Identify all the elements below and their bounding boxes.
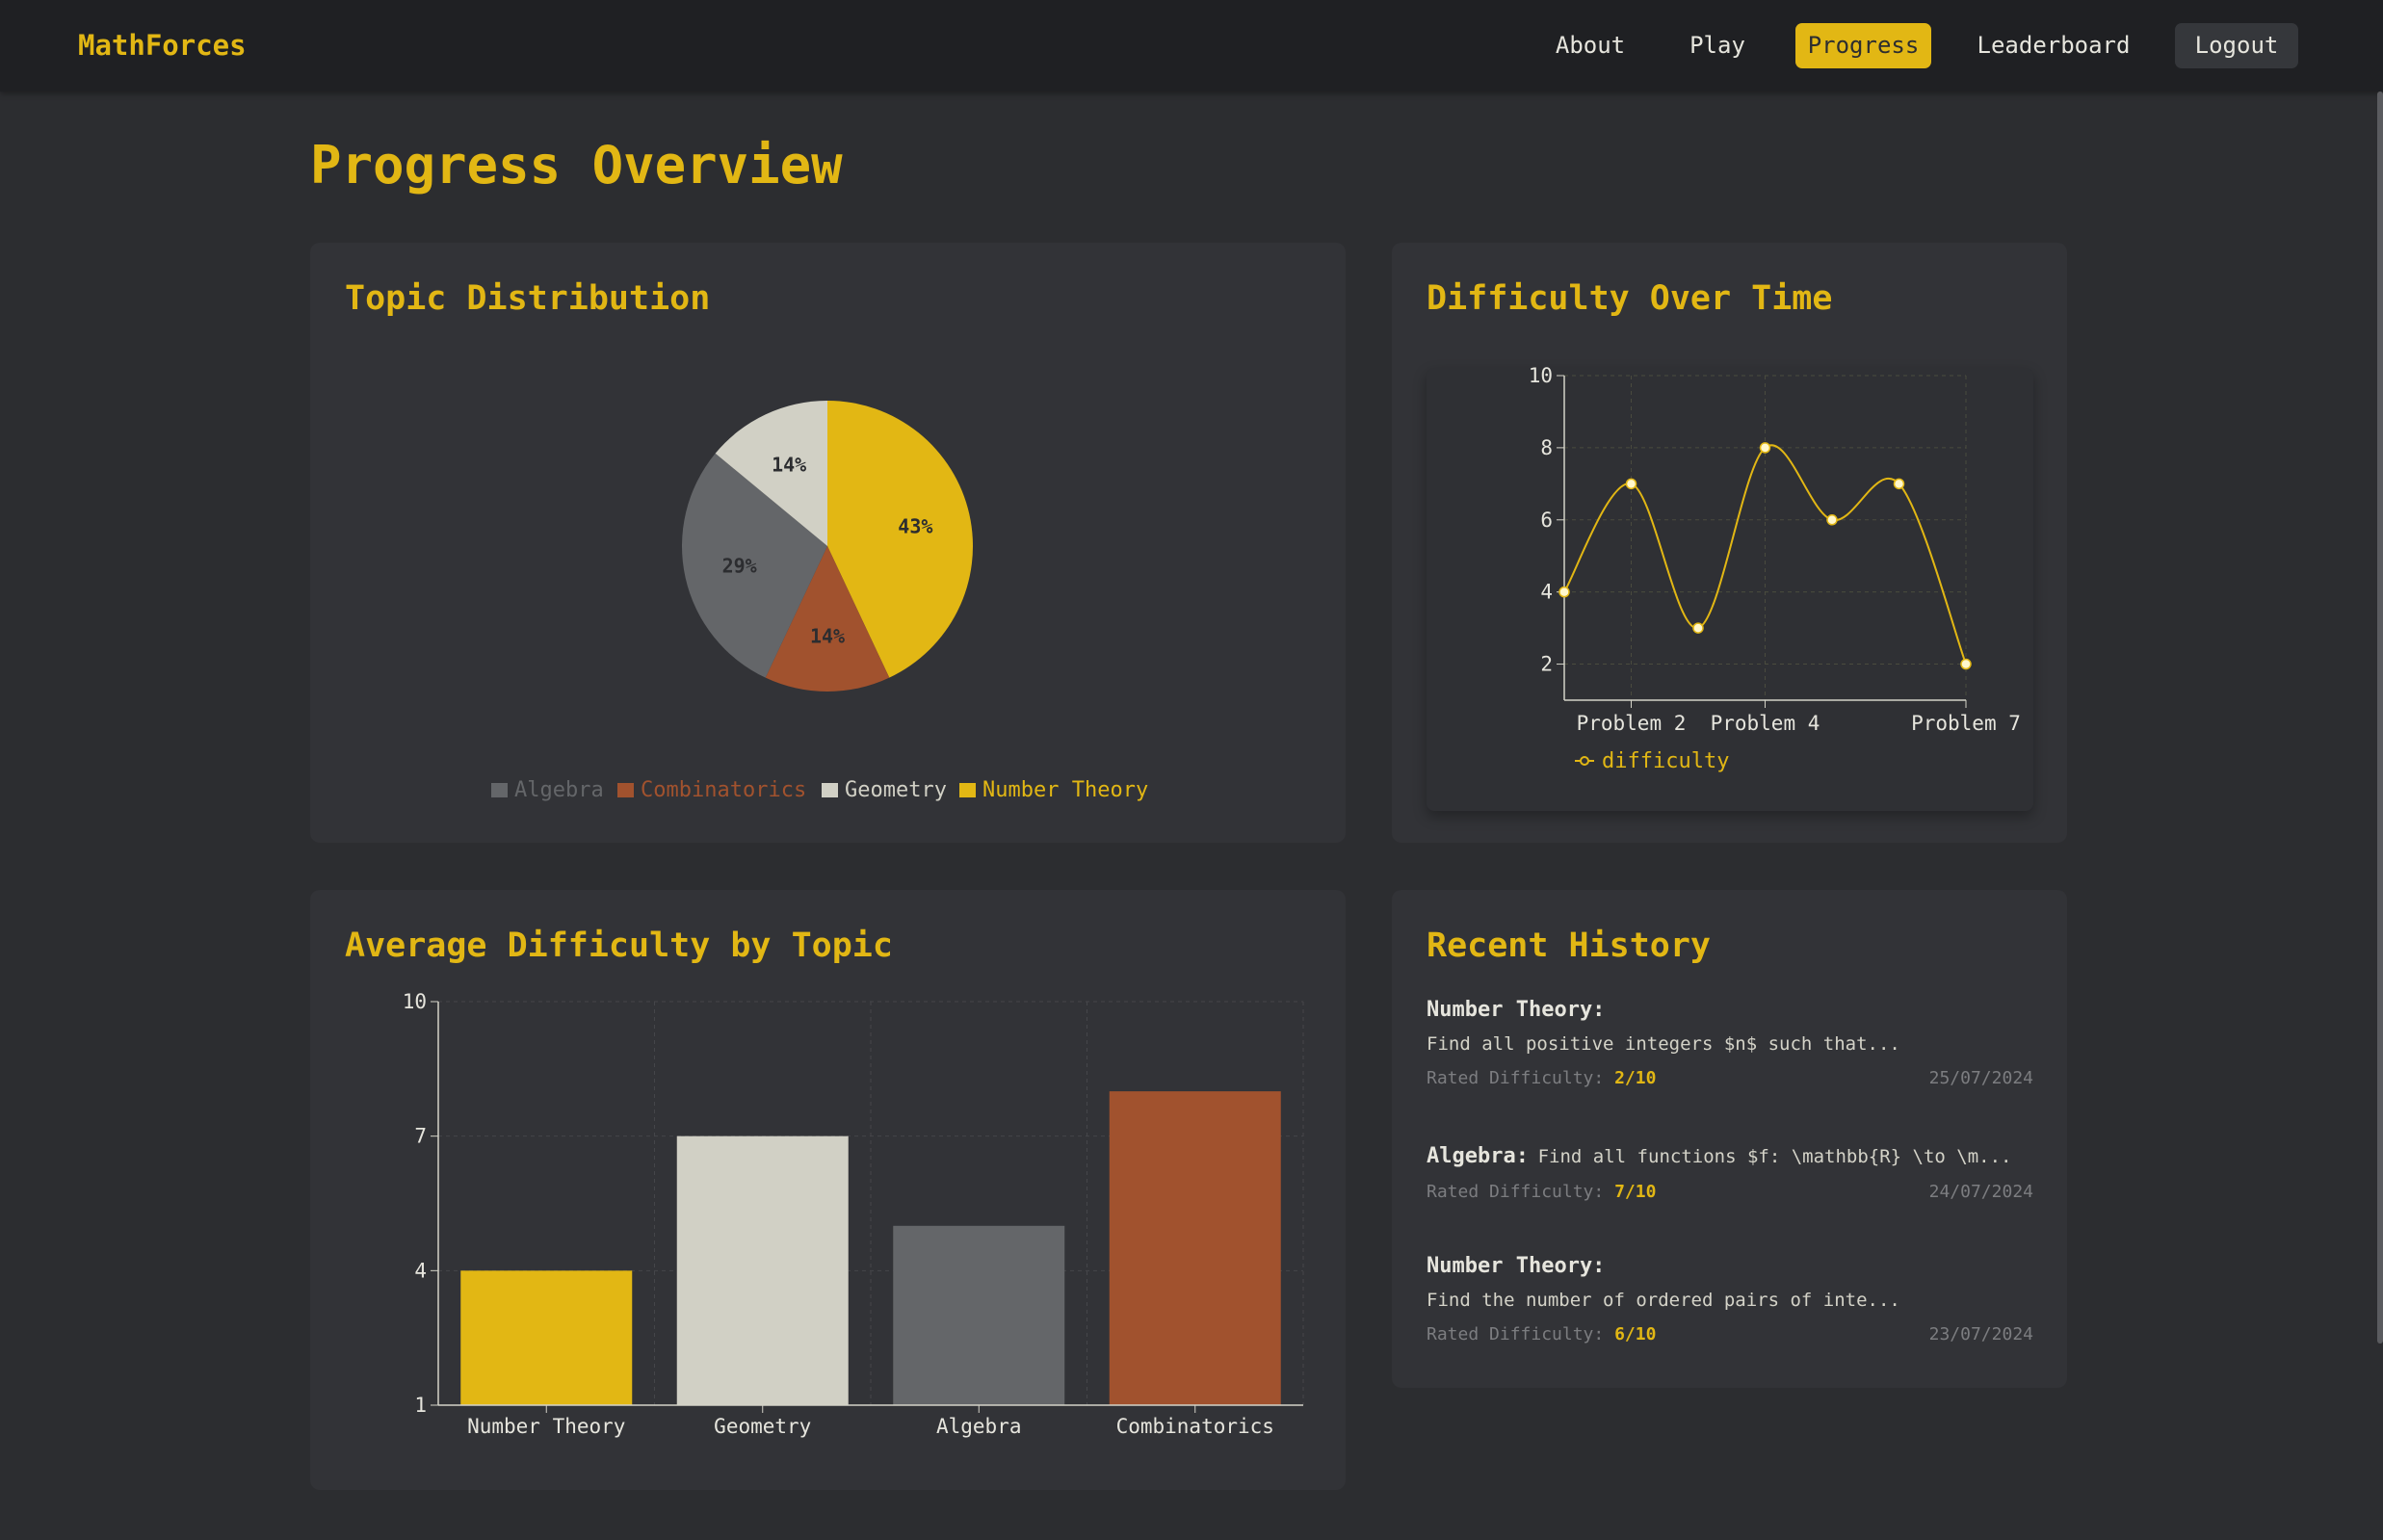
- line-chart: 2 4 6 8 10 Problem 2 Problem 4 Problem 7 difficu…: [1529, 364, 2021, 773]
- pie-slice-number-theory[interactable]: [827, 401, 973, 678]
- difficulty-over-time-title: Difficulty Over Time: [1427, 279, 1833, 318]
- y-tick-label: 6: [1540, 509, 1553, 532]
- legend-swatch: [959, 783, 976, 797]
- history-entry[interactable]: Number Theory: Find all positive integer…: [1427, 998, 2033, 1088]
- pie-data-label: 29%: [722, 554, 757, 577]
- y-tick-label: 1: [414, 1394, 427, 1417]
- history-problem-text: Find the number of ordered pairs of inte…: [1427, 1290, 1900, 1311]
- legend-label: Combinatorics: [641, 778, 807, 802]
- pie-chart: 43% 14% 29% 14%: [682, 401, 973, 692]
- x-tick-label: Algebra: [936, 1415, 1022, 1438]
- history-meta: Rated Difficulty: 2/10 25/07/2024: [1427, 1068, 2033, 1088]
- bar-number-theory[interactable]: [460, 1270, 633, 1405]
- brand-logo[interactable]: MathForces: [78, 29, 247, 62]
- bar-geometry[interactable]: [676, 1135, 849, 1405]
- pie-data-label: 14%: [772, 453, 806, 476]
- recent-history-title: Recent History: [1427, 927, 1712, 965]
- line-chart-panel: [1427, 368, 2033, 811]
- legend-marker: [1580, 756, 1589, 766]
- y-tick-label: 2: [1540, 653, 1553, 676]
- rated-difficulty-value: 6/10: [1614, 1324, 1657, 1344]
- legend-item-number-theory[interactable]: Number Theory: [959, 778, 1148, 802]
- page-scrollbar[interactable]: [2377, 91, 2383, 1344]
- y-tick-label: 10: [1529, 364, 1553, 387]
- topic-distribution-title: Topic Distribution: [345, 279, 711, 318]
- legend-swatch: [617, 783, 634, 797]
- bar-chart: 1 4 7 10 Number Theory Geometry Algebra Combina…: [403, 990, 1304, 1438]
- history-entry[interactable]: Algebra: Find all functions $f: \mathbb{…: [1427, 1144, 2033, 1202]
- nav-logout[interactable]: Logout: [2175, 23, 2298, 68]
- bar-algebra[interactable]: [893, 1225, 1065, 1405]
- data-point[interactable]: [1692, 622, 1704, 634]
- pie-data-label: 43%: [898, 515, 932, 538]
- nav-leaderboard[interactable]: Leaderboard: [1977, 32, 2131, 59]
- rated-difficulty-value: 7/10: [1614, 1182, 1657, 1202]
- x-tick-label: Problem 4: [1711, 712, 1820, 735]
- x-tick-label: Combinatorics: [1116, 1415, 1274, 1438]
- y-tick-label: 8: [1540, 436, 1553, 459]
- avg-difficulty-title: Average Difficulty by Topic: [345, 927, 893, 965]
- pie-slice-algebra[interactable]: [682, 453, 827, 678]
- legend-label-difficulty[interactable]: difficulty: [1602, 749, 1729, 773]
- pie-slice-combinatorics[interactable]: [765, 546, 890, 692]
- history-headline: Algebra: Find all functions $f: \mathbb{…: [1427, 1144, 2033, 1168]
- x-tick-label: Problem 7: [1911, 712, 2021, 735]
- data-point[interactable]: [1893, 478, 1905, 490]
- rated-difficulty-value: 2/10: [1614, 1068, 1657, 1088]
- recent-history-card: Recent History Number Theory: Find all p…: [1392, 890, 2067, 1388]
- history-date: 23/07/2024: [1928, 1324, 2033, 1344]
- legend-label: Number Theory: [982, 778, 1149, 802]
- legend-item-algebra[interactable]: Algebra: [491, 778, 604, 802]
- history-meta: Rated Difficulty: 6/10 23/07/2024: [1427, 1324, 2033, 1344]
- history-meta: Rated Difficulty: 7/10 24/07/2024: [1427, 1182, 2033, 1202]
- rated-difficulty-label: Rated Difficulty:: [1427, 1182, 1605, 1202]
- x-tick-label: Geometry: [714, 1415, 811, 1438]
- y-tick-label: 7: [414, 1125, 427, 1148]
- data-point[interactable]: [1625, 478, 1637, 490]
- bar-combinatorics[interactable]: [1109, 1091, 1281, 1405]
- difficulty-over-time-card: Difficulty Over Time 2 4 6 8 10 Problem 2 Prob…: [1392, 243, 2067, 843]
- legend-item-geometry[interactable]: Geometry: [822, 778, 947, 802]
- history-date: 25/07/2024: [1928, 1068, 2033, 1088]
- legend-label: Algebra: [514, 778, 604, 802]
- legend-item-combinatorics[interactable]: Combinatorics: [617, 778, 806, 802]
- navbar: MathForces About Play Progress Leaderboa…: [0, 0, 2383, 91]
- avg-difficulty-card: Average Difficulty by Topic 1 4 7 10 Number …: [310, 890, 1346, 1490]
- data-point[interactable]: [1826, 514, 1838, 526]
- pie-data-label: 14%: [810, 625, 845, 648]
- pie-slice-geometry[interactable]: [715, 401, 827, 546]
- page-title: Progress Overview: [310, 135, 843, 196]
- nav-progress[interactable]: Progress: [1795, 23, 1931, 68]
- legend-label: Geometry: [845, 778, 947, 802]
- y-tick-label: 4: [414, 1259, 427, 1282]
- x-tick-label: Problem 2: [1577, 712, 1687, 735]
- x-tick-label: Number Theory: [467, 1415, 625, 1438]
- rated-difficulty-label: Rated Difficulty:: [1427, 1068, 1605, 1088]
- topic-distribution-card: Topic Distribution 43% 14% 29% 14% Algebra C…: [310, 243, 1346, 843]
- y-tick-label: 10: [403, 990, 427, 1013]
- legend-swatch: [822, 783, 838, 797]
- data-point[interactable]: [1759, 442, 1771, 454]
- history-problem-text: Find all functions $f: \mathbb{R} \to \m…: [1537, 1146, 2012, 1167]
- legend-swatch: [491, 783, 508, 797]
- nav-play[interactable]: Play: [1689, 32, 1745, 59]
- history-topic: Number Theory:: [1427, 1254, 1606, 1278]
- y-tick-label: 4: [1540, 581, 1553, 604]
- history-problem-text: Find all positive integers $n$ such that…: [1427, 1033, 1900, 1055]
- history-date: 24/07/2024: [1928, 1182, 2033, 1202]
- history-entry[interactable]: Number Theory: Find the number of ordere…: [1427, 1254, 2033, 1344]
- nav-about[interactable]: About: [1555, 32, 1626, 59]
- data-point[interactable]: [1960, 658, 1972, 670]
- rated-difficulty-label: Rated Difficulty:: [1427, 1324, 1605, 1344]
- data-point[interactable]: [1558, 586, 1570, 598]
- history-topic: Algebra:: [1427, 1144, 1529, 1168]
- history-topic: Number Theory:: [1427, 998, 1606, 1022]
